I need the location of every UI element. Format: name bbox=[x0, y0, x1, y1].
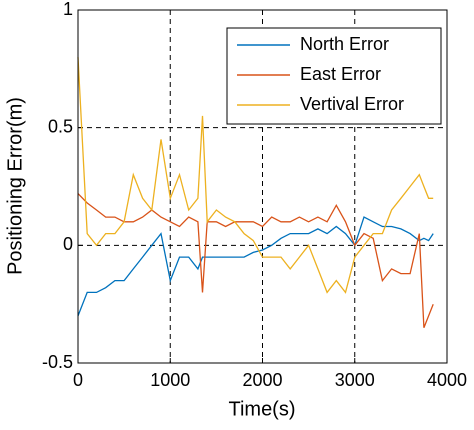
y-tick-label: -0.5 bbox=[42, 352, 73, 372]
x-tick-label: 1000 bbox=[150, 370, 190, 390]
y-axis-label: Positioning Error(m) bbox=[4, 97, 26, 275]
x-tick-label: 4000 bbox=[427, 370, 467, 390]
legend-label: East Error bbox=[300, 64, 381, 84]
series-line bbox=[77, 216, 434, 317]
x-tick-label: 2000 bbox=[242, 370, 282, 390]
y-tick-label: 0.5 bbox=[48, 116, 73, 136]
x-tick-label: 0 bbox=[73, 370, 83, 390]
x-axis-label: Time(s) bbox=[228, 398, 295, 420]
legend-label: North Error bbox=[300, 34, 389, 54]
series-line bbox=[77, 193, 434, 328]
legend-label: Vertival Error bbox=[300, 94, 404, 114]
x-tick-label: 3000 bbox=[335, 370, 375, 390]
y-tick-label: 1 bbox=[63, 0, 73, 19]
plot-frame bbox=[77, 9, 448, 364]
legend-box bbox=[226, 27, 442, 125]
series-line bbox=[77, 57, 434, 294]
y-tick-label: 0 bbox=[63, 234, 73, 254]
